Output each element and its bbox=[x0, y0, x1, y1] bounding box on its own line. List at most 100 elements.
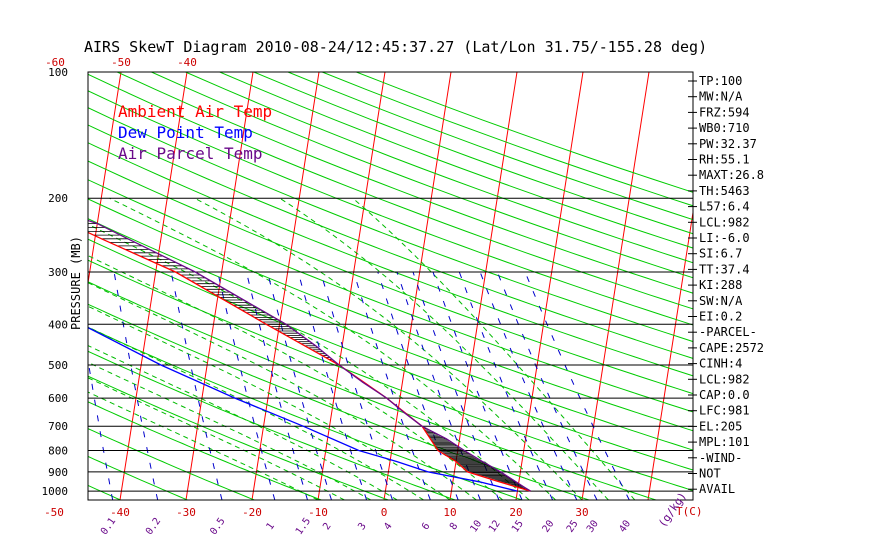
index-text: L57:6.4 bbox=[699, 200, 750, 214]
mixing-ratio-tick-label: 25 bbox=[565, 518, 581, 534]
mixing-ratio-tick-label: 12 bbox=[487, 518, 503, 534]
pressure-tick-label: 400 bbox=[48, 318, 68, 331]
mixing-ratio-lines bbox=[88, 271, 630, 500]
mixing-ratio-line bbox=[479, 271, 578, 500]
mixing-ratio-line bbox=[217, 271, 276, 500]
index-text: LCL:982 bbox=[699, 372, 750, 386]
dry-adiabat-line bbox=[88, 375, 389, 500]
index-text: CINH:4 bbox=[699, 357, 742, 371]
mixing-ratio-tick-label: 2 bbox=[321, 521, 333, 532]
mixing-ratio-tick-label: 40 bbox=[617, 518, 633, 534]
dry-adiabat-line bbox=[88, 198, 693, 432]
bottom-temperature-tick-labels: -50 -40 -30 -20 -10 0 10 20 30 bbox=[44, 506, 589, 519]
dry-adiabat-line bbox=[219, 72, 693, 249]
index-text: PW:32.37 bbox=[699, 137, 757, 151]
dry-adiabat-line bbox=[88, 73, 693, 310]
mixing-ratio-line bbox=[170, 271, 223, 500]
index-text: LCL:982 bbox=[699, 215, 750, 229]
air-parcel-temp-line bbox=[88, 219, 531, 492]
moist-adiabat-line bbox=[88, 282, 477, 500]
mixing-ratio-tick-label: 0.2 bbox=[144, 516, 163, 537]
bottom-temp-tick-label: -40 bbox=[110, 506, 130, 519]
moist-adiabat-line bbox=[88, 361, 372, 500]
isotherm-line bbox=[251, 72, 320, 500]
pressure-tick-label: 800 bbox=[48, 445, 68, 458]
dry-adiabat-line bbox=[88, 142, 693, 377]
mixing-ratio-tick-label: 0.1 bbox=[99, 516, 118, 537]
dry-adiabat-line bbox=[88, 484, 121, 500]
mixing-ratio-line bbox=[113, 271, 159, 500]
pressure-tick-label: 500 bbox=[48, 359, 68, 372]
top-temp-tick-label: -50 bbox=[111, 56, 131, 69]
dry-adiabat-line bbox=[88, 238, 693, 471]
index-text: MPL:101 bbox=[699, 435, 750, 449]
bottom-temp-tick-label: -50 bbox=[44, 506, 64, 519]
index-text: CAP:0.0 bbox=[699, 388, 750, 402]
index-text: FRZ:594 bbox=[699, 105, 750, 119]
isotherm-line bbox=[780, 72, 847, 500]
bottom-temp-tick-label: -30 bbox=[176, 506, 196, 519]
isobar-lines bbox=[88, 71, 693, 492]
dry-adiabat-line bbox=[88, 218, 693, 451]
dry-adiabat-line bbox=[116, 72, 693, 294]
y-axis-label: PRESSURE (MB) bbox=[69, 236, 83, 330]
bottom-temp-tick-label: 20 bbox=[509, 506, 522, 519]
bottom-temp-tick-label: -10 bbox=[308, 506, 328, 519]
index-text: EI:0.2 bbox=[699, 310, 742, 324]
index-text: EL:205 bbox=[699, 419, 742, 433]
mixing-ratio-line bbox=[88, 357, 114, 500]
cape-hatch-area bbox=[88, 223, 530, 491]
mixing-ratio-tick-label: 15 bbox=[510, 518, 526, 534]
dry-adiabat-line bbox=[88, 179, 693, 413]
mixing-ratio-line bbox=[412, 271, 500, 500]
legend-dew-point-temp: Dew Point Temp bbox=[118, 123, 253, 142]
mixing-ratio-tick-label: 6 bbox=[420, 521, 432, 532]
mixing-ratio-tick-label: 1.5 bbox=[294, 516, 313, 537]
bottom-temp-tick-label: 30 bbox=[575, 506, 588, 519]
top-temp-tick-label: -40 bbox=[177, 56, 197, 69]
index-text: MW:N/A bbox=[699, 90, 743, 104]
mixing-ratio-line bbox=[377, 271, 459, 500]
pressure-tick-label: 900 bbox=[48, 466, 68, 479]
isotherm-line bbox=[0, 72, 55, 500]
dry-adiabat-line bbox=[88, 124, 693, 359]
bottom-temp-tick-label: -20 bbox=[242, 506, 262, 519]
mixing-ratio-tick-label: 3 bbox=[356, 521, 368, 532]
mixing-ratio-tick-labels: 0.1 0.2 0.5 1 1.5 2 3 4 6 8 10 12 15 20 25 30 40 bbox=[99, 516, 633, 537]
mixing-ratio-tick-label: 30 bbox=[585, 518, 601, 534]
pressure-tick-label: 1000 bbox=[42, 485, 69, 498]
isotherm-line bbox=[119, 72, 188, 500]
isotherm-line bbox=[581, 72, 650, 500]
moist-adiabat-line bbox=[88, 255, 504, 500]
index-text: SI:6.7 bbox=[699, 247, 742, 261]
dry-adiabat-line bbox=[322, 72, 693, 207]
dry-adiabat-line bbox=[0, 72, 54, 500]
dry-adiabat-line bbox=[88, 107, 693, 343]
mixing-ratio-line bbox=[496, 271, 598, 500]
mixing-ratio-tick-label: 10 bbox=[468, 518, 484, 534]
moist-adiabat-line bbox=[88, 377, 345, 500]
pressure-tick-labels: 100 200 300 400 500 600 700 800 900 1000 bbox=[42, 66, 69, 498]
dry-adiabat-line bbox=[88, 455, 188, 500]
mixing-ratio-line bbox=[320, 271, 393, 500]
dry-adiabat-line bbox=[151, 72, 693, 279]
bottom-temp-tick-label: 0 bbox=[381, 506, 388, 519]
index-text: MAXT:26.8 bbox=[699, 168, 764, 182]
moist-adiabat-line bbox=[352, 197, 636, 500]
index-text: WB0:710 bbox=[699, 121, 750, 135]
index-text: KI:288 bbox=[699, 278, 742, 292]
index-text: TT:37.4 bbox=[699, 262, 750, 276]
dry-adiabat-line bbox=[88, 160, 693, 395]
isotherm-line bbox=[317, 72, 386, 500]
index-text: TH:5463 bbox=[699, 184, 750, 198]
sounding-profiles bbox=[88, 219, 531, 492]
legend-air-parcel-temp: Air Parcel Temp bbox=[118, 144, 263, 163]
dry-adiabat-line bbox=[88, 428, 255, 500]
index-text: AVAIL bbox=[699, 482, 735, 496]
dry-adiabat-line bbox=[88, 90, 693, 326]
index-text: LFC:981 bbox=[699, 404, 750, 418]
mixing-ratio-tick-label: 20 bbox=[541, 518, 557, 534]
index-text: SW:N/A bbox=[699, 294, 743, 308]
